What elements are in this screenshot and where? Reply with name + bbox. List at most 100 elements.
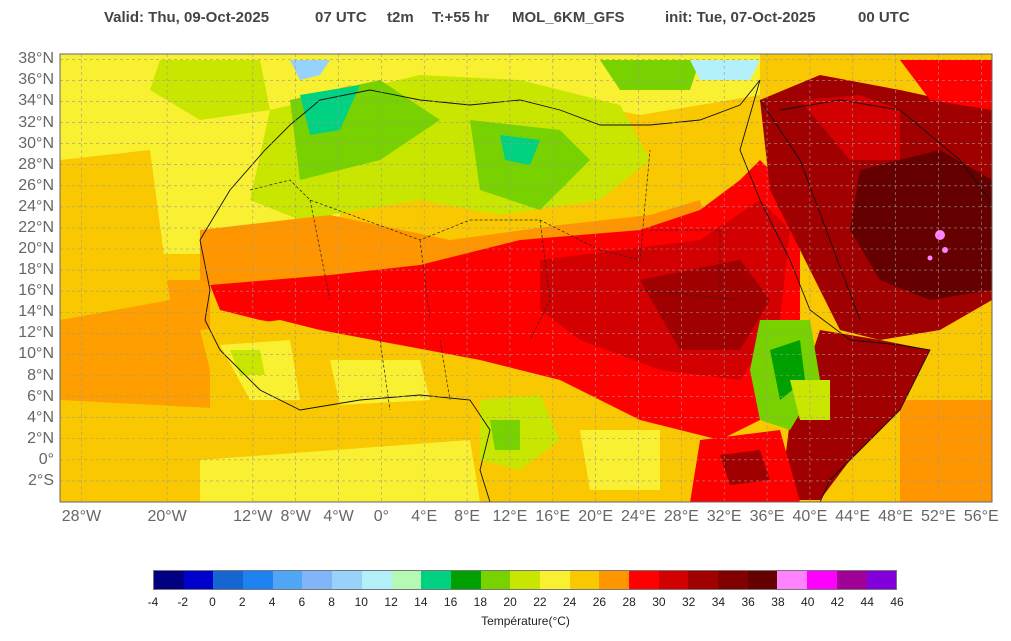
colorbar-swatch	[421, 571, 451, 589]
lon-tick-label: 32°E	[706, 508, 742, 525]
colorbar-title: Température(°C)	[481, 614, 570, 628]
lat-tick-label: 28°N	[18, 155, 54, 173]
lon-tick-label: 40°E	[792, 508, 828, 525]
colorbar-tick-label: 38	[771, 595, 785, 609]
colorbar-swatch	[718, 571, 748, 589]
colorbar-tick-label: 26	[592, 595, 607, 609]
colorbar-swatch	[866, 571, 897, 589]
colorbar-swatch	[777, 571, 808, 589]
colorbar-tick-label: 22	[533, 595, 547, 609]
colorbar-swatch	[599, 571, 629, 589]
colorbar-swatch	[154, 571, 184, 589]
valid-date: Valid: Thu, 09-Oct-2025	[104, 9, 270, 26]
coastlines	[199, 79, 991, 502]
temperature-field	[60, 54, 992, 502]
colorbar-swatch	[836, 571, 867, 589]
colorbar-tick-label: 4	[268, 595, 276, 609]
colorbar-tick-label: 28	[622, 595, 636, 609]
model-name: MOL_6KM_GFS	[512, 9, 625, 26]
colorbar-tick-label: 40	[801, 595, 815, 609]
colorbar-swatch	[569, 571, 600, 589]
lat-tick-label: 24°N	[18, 197, 54, 215]
colorbar-swatch	[361, 571, 392, 589]
colorbar-tick-label: 16	[443, 595, 458, 609]
lon-tick-label: 48°E	[878, 508, 914, 525]
colorbar	[153, 570, 897, 590]
graticule	[60, 54, 992, 502]
lat-tick-label: 8°N	[27, 366, 54, 384]
lon-tick-label: 28°W	[61, 508, 102, 525]
colorbar-tick-label: 20	[503, 595, 517, 609]
lon-tick-label: 20°E	[578, 508, 614, 525]
colorbar-swatch	[213, 571, 244, 589]
lon-tick-label: 12°E	[492, 508, 528, 525]
lon-tick-label: 4°E	[411, 508, 438, 525]
colorbar-tick-label: 36	[741, 595, 755, 609]
lat-tick-label: 12°N	[18, 324, 54, 342]
map-header: Valid: Thu, 09-Oct-2025 07 UTC t2m T:+55…	[0, 9, 1011, 29]
lat-tick-label: 6°N	[27, 387, 54, 405]
colorbar-swatch	[688, 571, 719, 589]
colorbar-tick-label: 46	[890, 595, 904, 609]
lon-tick-label: 36°E	[749, 508, 785, 525]
colorbar-swatch	[658, 571, 689, 589]
colorbar-tick-label: 30	[652, 595, 666, 609]
lat-tick-label: 2°S	[28, 471, 54, 489]
colorbar-tick-label: 10	[354, 595, 368, 609]
colorbar-tick-label: 8	[328, 595, 335, 609]
lat-tick-label: 14°N	[18, 303, 54, 321]
lon-tick-label: 56°E	[963, 508, 999, 525]
colorbar-swatch	[480, 571, 511, 589]
colorbar-tick-label: 32	[681, 595, 696, 609]
lat-tick-label: 34°N	[18, 92, 54, 110]
map-frame	[59, 53, 993, 503]
colorbar-tick-label: 6	[298, 595, 306, 609]
lat-tick-label: 26°N	[18, 176, 54, 194]
colorbar-swatch	[510, 571, 540, 589]
lon-tick-label: 24°E	[621, 508, 656, 525]
lat-tick-label: 16°N	[18, 282, 54, 300]
colorbar-tick-label: 44	[860, 595, 874, 609]
lat-tick-label: 4°N	[27, 408, 54, 426]
lat-tick-label: 10°N	[18, 345, 54, 363]
colorbar-swatch	[539, 571, 570, 589]
lon-tick-label: 28°E	[663, 508, 699, 525]
colorbar-tick-label: 14	[414, 595, 428, 609]
colorbar-swatch	[302, 571, 333, 589]
lat-tick-label: 18°N	[18, 261, 54, 279]
colorbar-tick-label: 34	[711, 595, 726, 609]
colorbar-swatch	[243, 571, 273, 589]
colorbar-swatch	[807, 571, 837, 589]
colorbar-tick-label: -4	[147, 595, 159, 609]
lat-tick-label: 32°N	[18, 113, 54, 131]
colorbar-tick-label: 0	[209, 595, 216, 609]
colorbar-swatch	[332, 571, 362, 589]
colorbar-swatch	[450, 571, 481, 589]
country-borders	[249, 149, 741, 411]
lon-tick-label: 8°W	[280, 508, 311, 525]
lon-tick-label: 44°E	[835, 508, 871, 525]
valid-hour: 07 UTC	[315, 9, 367, 26]
lat-tick-label: 36°N	[18, 71, 54, 89]
colorbar-tick-label: 18	[473, 595, 488, 609]
lat-tick-label: 22°N	[18, 218, 54, 236]
lat-tick-label: 20°N	[18, 240, 54, 257]
forecast-lead: T:+55 hr	[432, 9, 490, 26]
init-hour: 00 UTC	[858, 9, 910, 26]
variable-name: t2m	[387, 9, 414, 26]
lon-tick-label: 16°E	[535, 508, 571, 525]
lon-tick-label: 12°W	[233, 508, 273, 525]
colorbar-swatch	[629, 571, 659, 589]
colorbar-swatch	[747, 571, 778, 589]
colorbar-tick-label: 12	[384, 595, 398, 609]
lon-tick-label: 52°E	[920, 508, 956, 525]
lat-tick-label: 2°N	[27, 429, 54, 447]
init-date: init: Tue, 07-Oct-2025	[665, 9, 816, 26]
lon-tick-label: 8°E	[454, 508, 481, 525]
lat-tick-label: 30°N	[18, 134, 54, 152]
lon-tick-label: 0°	[373, 508, 390, 525]
lon-tick-label: 4°W	[323, 508, 354, 525]
colorbar-tick-label: 42	[830, 595, 845, 609]
colorbar-tick-label: 24	[562, 595, 577, 609]
